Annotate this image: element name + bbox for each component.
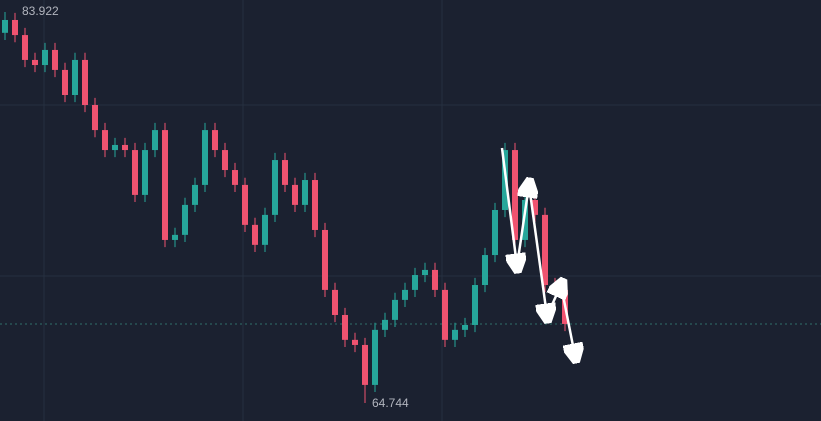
candle-body	[222, 150, 228, 171]
candle-body	[242, 184, 248, 225]
candle-body	[102, 130, 108, 151]
arrow	[515, 185, 529, 267]
candle-body	[402, 289, 408, 300]
arrow	[527, 184, 547, 316]
arrow	[559, 284, 575, 356]
candle-body	[272, 160, 278, 215]
candle-body	[472, 285, 478, 325]
candle-body	[32, 59, 38, 66]
candle-body	[432, 269, 438, 290]
candle-body	[452, 329, 458, 340]
candle-body	[412, 275, 418, 290]
candle-body	[352, 339, 358, 345]
candle-body	[162, 130, 168, 240]
candle-body	[532, 200, 538, 215]
candle-body	[172, 234, 178, 240]
candle-body	[202, 130, 208, 185]
candle-body	[482, 255, 488, 286]
candle-body	[252, 224, 258, 245]
candle-body	[362, 344, 368, 385]
candle-body	[462, 324, 468, 330]
candle-body	[332, 289, 338, 315]
candle-body	[262, 214, 268, 245]
candle-body	[152, 130, 158, 151]
candle-body	[92, 104, 98, 131]
candle-body	[2, 19, 8, 33]
candle-body	[382, 319, 388, 330]
candle-body	[72, 59, 78, 96]
candle-body	[492, 209, 498, 256]
low-label: 64.744	[372, 396, 409, 410]
arrow	[545, 285, 561, 317]
candle-body	[292, 184, 298, 205]
candle-body	[132, 150, 138, 195]
candle-body	[302, 180, 308, 205]
candle-body	[12, 19, 18, 36]
candle-body	[192, 184, 198, 205]
candle-body	[512, 150, 518, 240]
arrow	[500, 147, 517, 266]
candle-body	[542, 214, 548, 286]
candle-body	[372, 329, 378, 385]
candle-body	[232, 170, 238, 185]
candle-body	[142, 150, 148, 195]
candle-body	[342, 314, 348, 340]
candle-body	[442, 289, 448, 340]
annotation-arrows	[500, 147, 575, 356]
candle-body	[182, 204, 188, 235]
candle-body	[112, 144, 118, 151]
candle-body	[82, 59, 88, 105]
candle-body	[392, 299, 398, 320]
high-label: 83.922	[22, 4, 59, 18]
candle-body	[422, 269, 428, 276]
candle-body	[122, 144, 128, 151]
candle-body	[62, 69, 68, 96]
candle-body	[212, 130, 218, 151]
candle-body	[22, 35, 28, 60]
candle-body	[312, 180, 318, 230]
candle-body	[52, 49, 58, 70]
candle-body	[552, 285, 558, 290]
candle-body	[282, 160, 288, 185]
candles	[2, 11, 568, 403]
candle-body	[42, 49, 48, 66]
candle-body	[322, 229, 328, 290]
